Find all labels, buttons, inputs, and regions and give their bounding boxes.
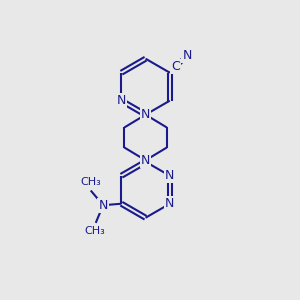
Text: C: C [171, 61, 180, 74]
Text: CH₃: CH₃ [84, 226, 105, 236]
Text: CH₃: CH₃ [80, 177, 101, 187]
Text: N: N [182, 49, 192, 62]
Text: N: N [141, 154, 150, 167]
Text: N: N [165, 169, 175, 182]
Text: N: N [98, 199, 108, 212]
Text: N: N [165, 197, 175, 210]
Text: N: N [117, 94, 126, 107]
Text: N: N [141, 108, 150, 121]
